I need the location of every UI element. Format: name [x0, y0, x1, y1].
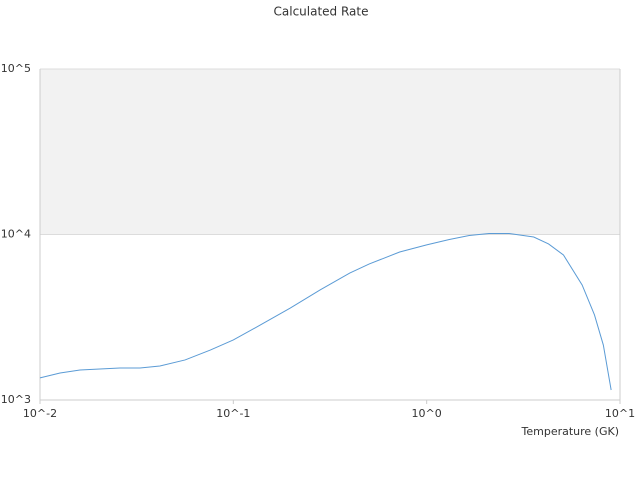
y-tick-label: 10^5 — [1, 62, 31, 75]
chart-title: Calculated Rate — [274, 5, 369, 19]
y-tick-label: 10^4 — [1, 228, 31, 241]
x-axis-label: Temperature (GK) — [521, 425, 620, 438]
data-line — [39, 233, 612, 391]
x-tick-label: 10^-2 — [23, 407, 57, 420]
grid-band — [40, 69, 620, 235]
x-tick-label: 10^1 — [605, 407, 635, 420]
y-tick-label: 10^3 — [1, 393, 31, 406]
x-tick-label: 10^-1 — [216, 407, 250, 420]
x-tick-label: 10^0 — [412, 407, 442, 420]
